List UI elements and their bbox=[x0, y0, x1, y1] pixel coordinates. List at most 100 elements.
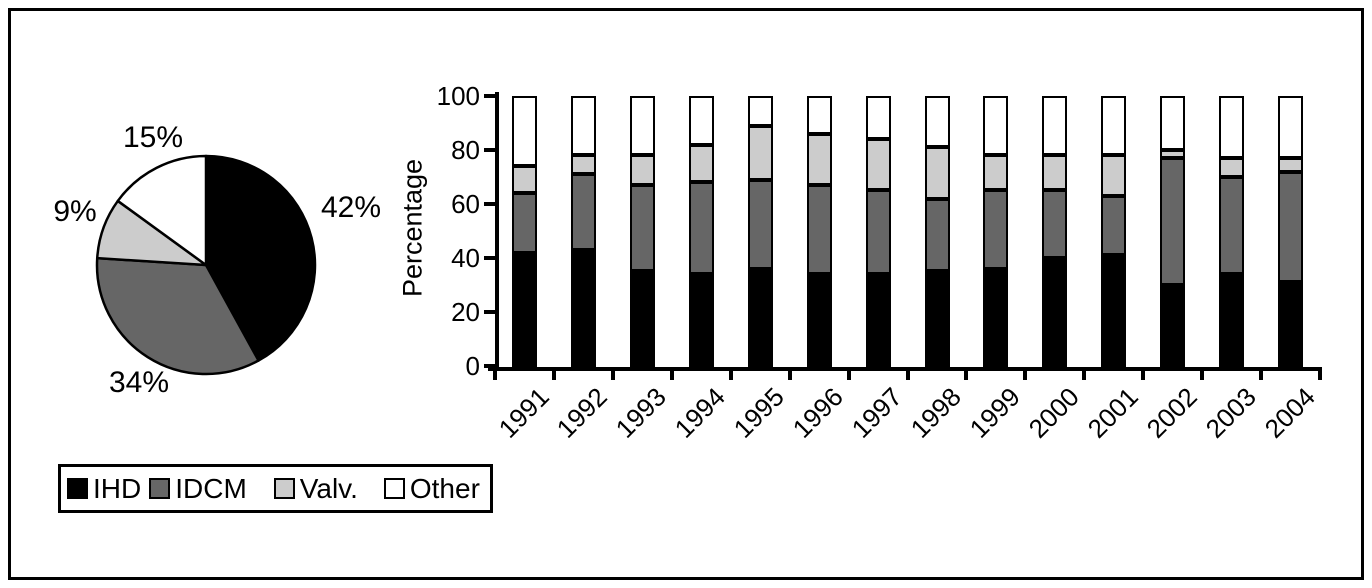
bar-2001 bbox=[1101, 96, 1127, 371]
legend-item-other: Other bbox=[383, 473, 480, 504]
bar-1991 bbox=[512, 96, 537, 371]
bar-segment-ihd-2004 bbox=[1278, 282, 1304, 371]
x-tick-10 bbox=[1082, 371, 1087, 380]
bar-segment-valv-1996 bbox=[806, 133, 832, 186]
pie-label-idcm: 34% bbox=[108, 366, 170, 399]
pie-label-ihd: 42% bbox=[320, 191, 382, 224]
y-axis-title: Percentage bbox=[397, 158, 428, 298]
x-tick-1 bbox=[551, 371, 556, 380]
bar-segment-other-1996 bbox=[806, 96, 832, 134]
pie-slice-ihd bbox=[204, 154, 317, 362]
x-tick-13 bbox=[1259, 371, 1264, 380]
bar-segment-other-2002 bbox=[1160, 96, 1186, 150]
pie-slice-other bbox=[116, 154, 208, 267]
bar-1998 bbox=[924, 96, 950, 371]
x-tick-9 bbox=[1023, 371, 1028, 380]
bar-segment-other-1995 bbox=[747, 96, 773, 126]
bar-segment-idcm-1996 bbox=[806, 185, 832, 275]
x-tick-12 bbox=[1200, 371, 1205, 380]
pie-label-valv: 9% bbox=[53, 195, 97, 228]
bar-segment-other-1991 bbox=[512, 96, 537, 167]
y-tick-label-20: 20 bbox=[451, 297, 480, 327]
legend-item-idcm: IDCM bbox=[149, 473, 247, 504]
bar-segment-idcm-2003 bbox=[1219, 176, 1245, 275]
x-tick-0 bbox=[493, 371, 498, 380]
bar-segment-other-2004 bbox=[1278, 96, 1304, 159]
bar-segment-valv-1998 bbox=[924, 147, 950, 199]
bar-segment-valv-2004 bbox=[1278, 158, 1304, 172]
x-tick-4 bbox=[728, 371, 733, 380]
bar-segment-valv-1997 bbox=[865, 139, 891, 191]
legend-swatch-ihd bbox=[67, 478, 88, 499]
bar-segment-idcm-1993 bbox=[629, 185, 655, 272]
pie-chart bbox=[95, 154, 317, 376]
bar-segment-valv-1991 bbox=[512, 166, 537, 194]
bar-segment-valv-1995 bbox=[747, 125, 773, 180]
bar-1999 bbox=[983, 96, 1009, 371]
bar-segment-valv-1999 bbox=[983, 155, 1009, 191]
bar-segment-other-1998 bbox=[924, 96, 950, 148]
bar-segment-idcm-1998 bbox=[924, 198, 950, 272]
bar-segment-ihd-1998 bbox=[924, 271, 950, 371]
legend-swatch-other bbox=[383, 478, 405, 499]
y-tick-label-80: 80 bbox=[451, 135, 480, 165]
bar-segment-ihd-2003 bbox=[1219, 274, 1245, 371]
y-tick-20 bbox=[484, 310, 496, 314]
legend-swatch-valv bbox=[273, 478, 295, 499]
y-tick-0 bbox=[484, 364, 496, 368]
y-tick-40 bbox=[484, 256, 496, 260]
bar-1992 bbox=[570, 96, 596, 371]
bar-segment-ihd-2002 bbox=[1160, 284, 1186, 371]
bar-segment-valv-2003 bbox=[1219, 158, 1245, 177]
bar-segment-valv-1994 bbox=[688, 144, 714, 183]
bar-2003 bbox=[1219, 96, 1245, 371]
x-axis-line bbox=[488, 367, 1322, 371]
bar-2004 bbox=[1278, 96, 1304, 371]
bar-segment-ihd-1992 bbox=[570, 249, 596, 371]
bar-segment-other-1997 bbox=[865, 96, 891, 140]
y-tick-label-0: 0 bbox=[465, 351, 480, 381]
bar-1995 bbox=[747, 96, 773, 371]
bar-2002 bbox=[1160, 96, 1186, 371]
x-tick-6 bbox=[846, 371, 851, 380]
bar-segment-other-2001 bbox=[1101, 96, 1127, 156]
bar-segment-ihd-1997 bbox=[865, 274, 891, 371]
bar-segment-valv-1992 bbox=[570, 155, 596, 175]
y-tick-60 bbox=[484, 202, 496, 206]
bar-segment-ihd-2001 bbox=[1101, 255, 1127, 371]
bar-segment-idcm-1999 bbox=[983, 190, 1009, 269]
x-tick-14 bbox=[1318, 371, 1323, 380]
y-tick-label-100: 100 bbox=[436, 81, 480, 111]
bar-segment-idcm-1997 bbox=[865, 190, 891, 275]
bar-segment-valv-2001 bbox=[1101, 155, 1127, 196]
y-tick-100 bbox=[484, 94, 496, 98]
bar-segment-idcm-2004 bbox=[1278, 171, 1304, 283]
x-tick-7 bbox=[905, 371, 910, 380]
bar-1997 bbox=[865, 96, 891, 371]
bar-2000 bbox=[1042, 96, 1068, 371]
bar-segment-idcm-1994 bbox=[688, 182, 714, 275]
bar-segment-idcm-1992 bbox=[570, 174, 596, 250]
bar-segment-ihd-1995 bbox=[747, 268, 773, 371]
x-tick-8 bbox=[964, 371, 969, 380]
y-tick-80 bbox=[484, 148, 496, 152]
legend-label-ihd: IHD bbox=[93, 472, 142, 504]
bar-segment-other-1999 bbox=[983, 96, 1009, 156]
bar-segment-other-2000 bbox=[1042, 96, 1068, 156]
bar-segment-idcm-1991 bbox=[512, 193, 537, 253]
bar-1993 bbox=[629, 96, 655, 371]
y-tick-label-60: 60 bbox=[451, 189, 480, 219]
x-tick-5 bbox=[787, 371, 792, 380]
bar-segment-valv-1993 bbox=[629, 155, 655, 186]
figure-frame bbox=[8, 8, 1364, 580]
bar-segment-ihd-1993 bbox=[629, 271, 655, 371]
x-tick-3 bbox=[669, 371, 674, 380]
bar-1994 bbox=[688, 96, 714, 371]
pie-label-other: 15% bbox=[122, 121, 184, 154]
bar-segment-idcm-2000 bbox=[1042, 190, 1068, 258]
chart-legend: IHD IDCM Valv. Other bbox=[58, 464, 493, 513]
bar-segment-ihd-1991 bbox=[512, 252, 537, 371]
y-axis-line bbox=[495, 92, 499, 371]
bar-segment-other-2003 bbox=[1219, 96, 1245, 159]
bar-segment-idcm-1995 bbox=[747, 179, 773, 269]
